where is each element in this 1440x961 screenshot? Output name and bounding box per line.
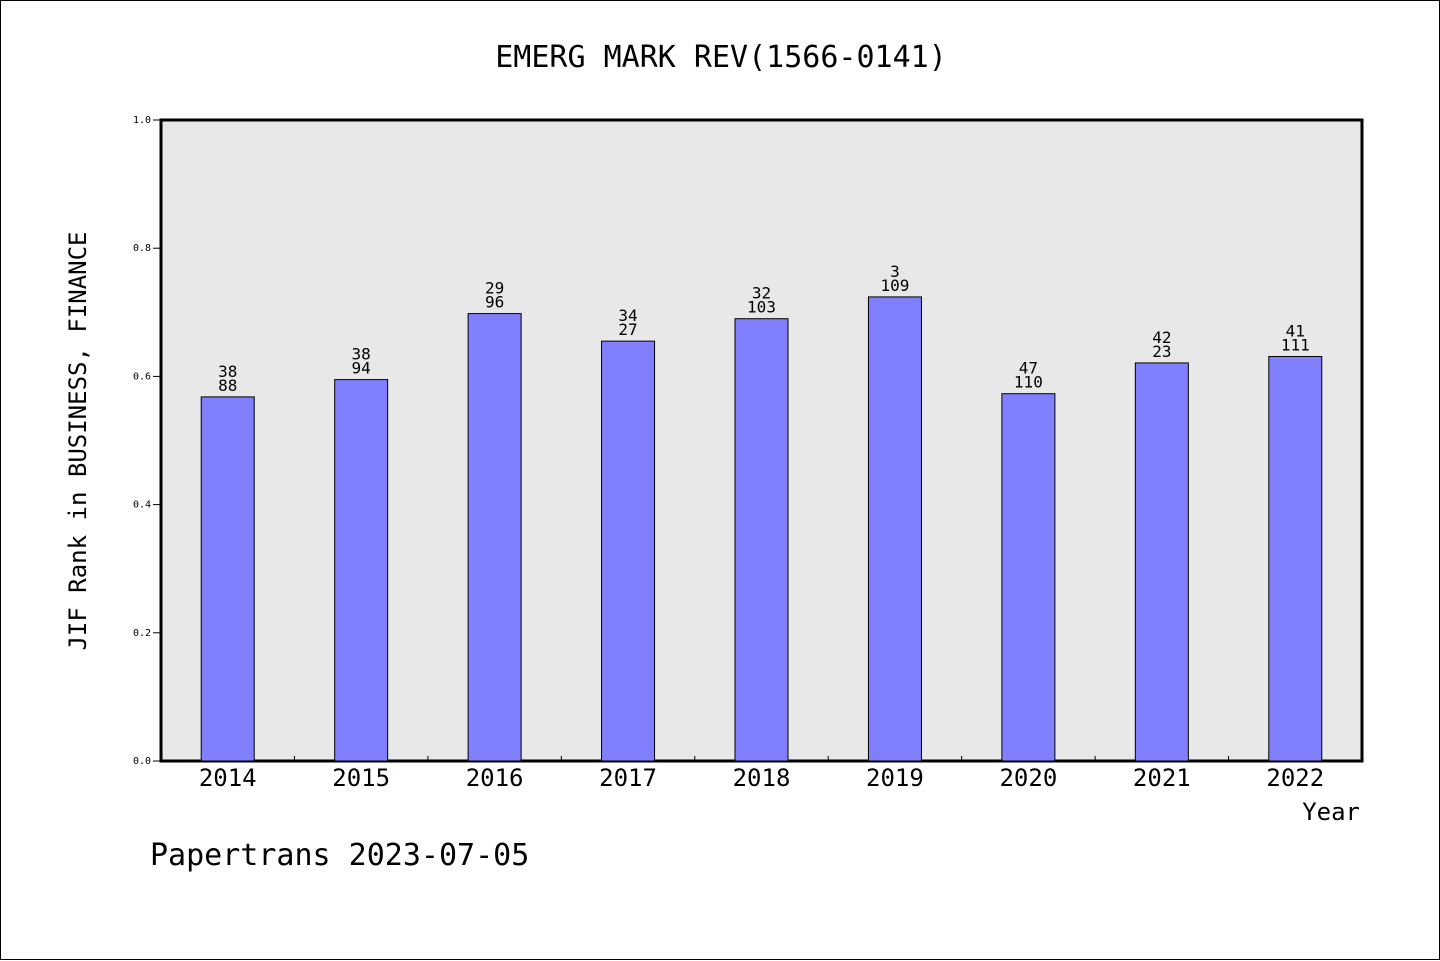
x-tick-label: 2022 [1266, 764, 1324, 792]
x-tick-label: 2020 [999, 764, 1057, 792]
bar-2014 [200, 396, 255, 762]
bar-total-label: 88 [218, 376, 237, 395]
x-axis-ticks: 2014 2015 2016 2017 2018 2019 2020 2021 2022 [199, 756, 1324, 792]
bar-rank-label: 3 [890, 262, 900, 281]
bar-total-label: 27 [618, 320, 637, 339]
bar-total-label: 111 [1281, 336, 1310, 355]
bar-total-label: 110 [1014, 373, 1043, 392]
x-tick-label: 2016 [466, 764, 524, 792]
bar-rank-label: 38 [218, 362, 237, 381]
bar-rank-label: 47 [1019, 359, 1038, 378]
bar-2018 [734, 318, 789, 762]
x-tick-label: 2018 [733, 764, 791, 792]
bar-2020 [1001, 393, 1056, 762]
x-tick-label: 2015 [332, 764, 390, 792]
y-tick-label: 0.2 [133, 628, 151, 639]
x-tick-label: 2017 [599, 764, 657, 792]
bar-total-label: 96 [485, 293, 504, 312]
y-tick-label: 0.8 [133, 243, 151, 254]
chart-title: EMERG MARK REV(1566-0141) [495, 40, 947, 75]
bar-rank-label: 32 [752, 284, 771, 303]
footer-credit: Papertrans 2023-07-05 [150, 838, 529, 873]
bar-2016 [467, 313, 522, 762]
bar-rank-label: 34 [618, 306, 637, 325]
y-tick-label: 1.0 [133, 115, 151, 126]
bar-rank-label: 38 [352, 345, 371, 364]
bar-total-label: 94 [352, 359, 371, 378]
x-tick-label: 2014 [199, 764, 257, 792]
x-tick-label: 2019 [866, 764, 924, 792]
bar-rank-label: 29 [485, 279, 504, 298]
y-tick-label: 0.4 [133, 500, 151, 511]
bar-total-label: 109 [880, 276, 909, 295]
x-tick-label: 2021 [1133, 764, 1191, 792]
y-axis-ticks: 0.0 0.2 0.4 0.6 0.8 1.0 [133, 115, 161, 767]
bar-total-label: 23 [1152, 342, 1171, 361]
bar-total-label: 103 [747, 298, 776, 317]
bar-2017 [601, 340, 656, 762]
x-axis-label: Year [1302, 798, 1360, 826]
bar-2021 [1134, 362, 1189, 762]
y-axis-label: JIF Rank in BUSINESS, FINANCE [64, 231, 92, 650]
bar-2015 [334, 379, 389, 762]
bar-rank-label: 41 [1286, 322, 1305, 341]
y-tick-label: 0.0 [133, 756, 151, 767]
bar-2022 [1268, 356, 1323, 762]
y-tick-label: 0.6 [133, 371, 151, 382]
bar-2019 [867, 296, 922, 762]
bar-rank-label: 42 [1152, 328, 1171, 347]
